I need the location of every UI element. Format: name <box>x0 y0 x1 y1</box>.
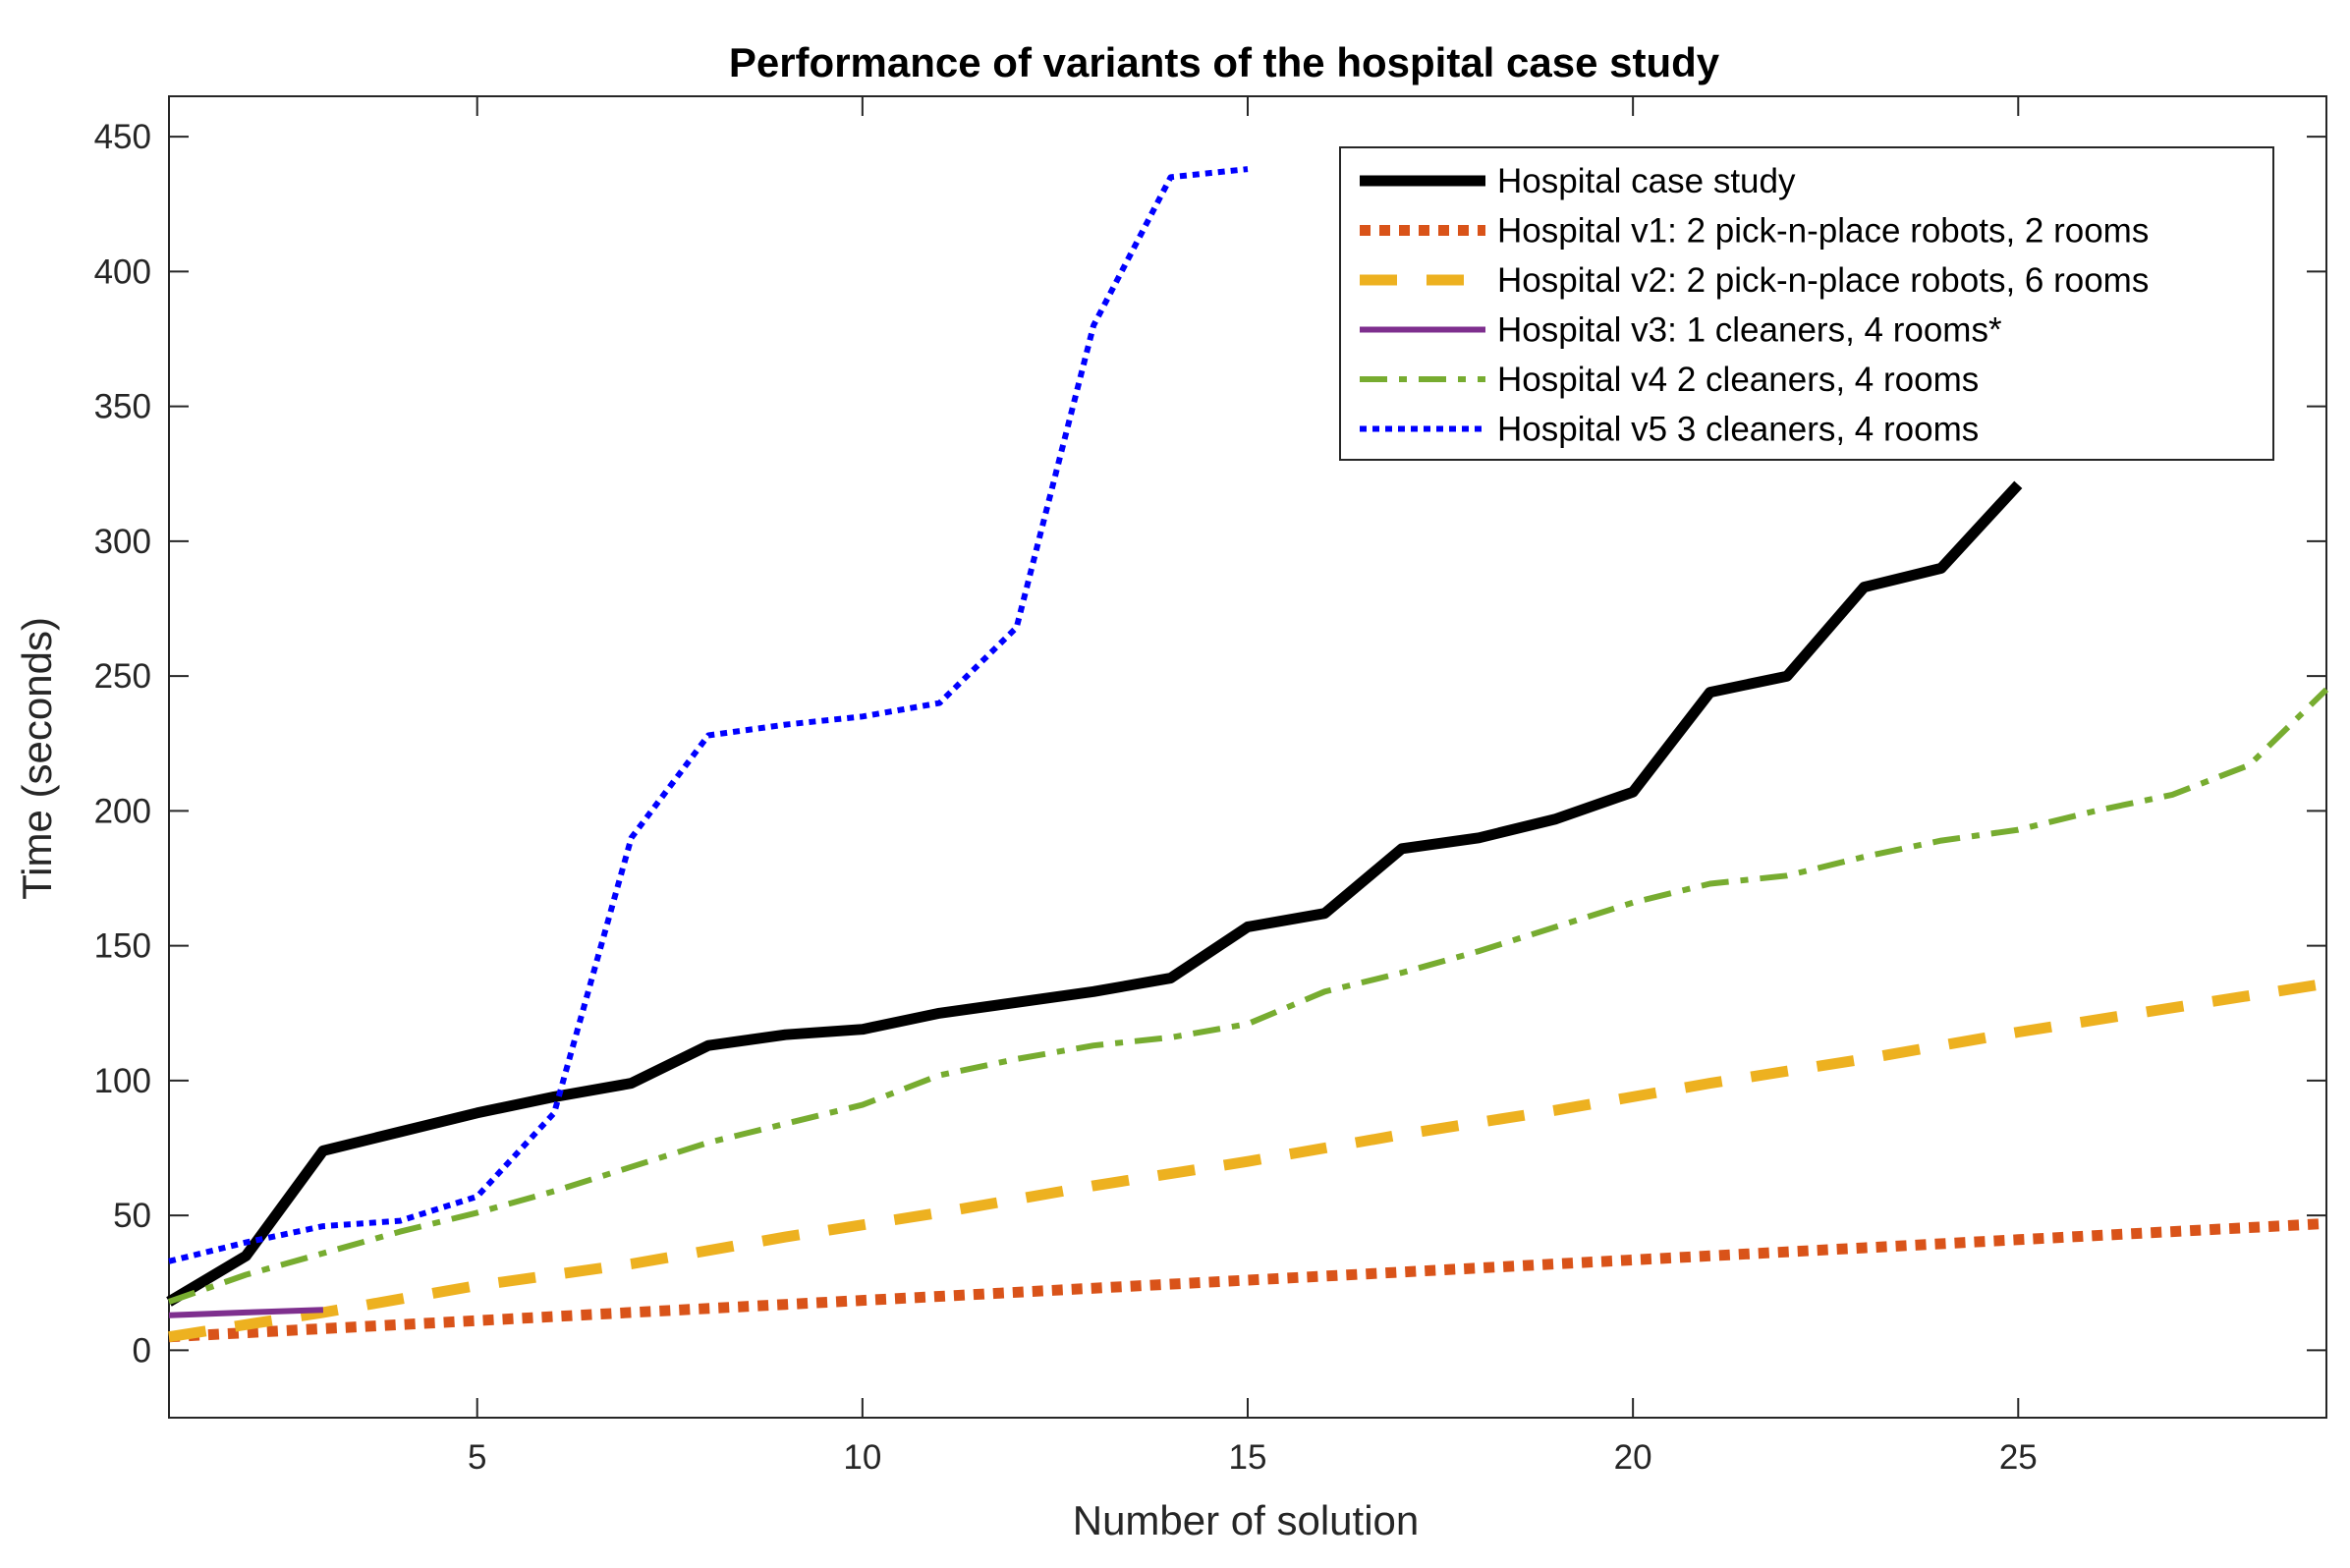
y-tick-label: 50 <box>113 1197 151 1235</box>
legend-label-6: Hospital v5 3 cleaners, 4 rooms <box>1497 411 1979 449</box>
y-tick-label: 200 <box>94 792 151 830</box>
x-axis-label: Number of solution <box>1073 1497 1420 1543</box>
legend: Hospital case study Hospital v1: 2 pick-n… <box>1339 146 2274 461</box>
series-group <box>166 166 2329 1343</box>
chart-title: Performance of variants of the hospital … <box>729 39 1720 85</box>
series-line-5 <box>168 687 2329 1305</box>
series-line-2 <box>168 1217 2327 1343</box>
y-tick-label: 350 <box>94 388 151 426</box>
x-axis: 5 10 15 20 25 <box>468 96 2038 1477</box>
y-axis-label: Time (seconds) <box>14 617 60 900</box>
series-line-4 <box>168 1307 324 1318</box>
y-tick-label: 300 <box>94 523 151 561</box>
legend-label-1: Hospital case study <box>1497 162 1796 200</box>
legend-label-5: Hospital v4 2 cleaners, 4 rooms <box>1497 361 1979 399</box>
y-axis: 0 50 100 150 200 250 300 350 400 450 <box>94 118 2326 1370</box>
y-tick-label: 250 <box>94 657 151 696</box>
legend-label-2: Hospital v1: 2 pick-n-place robots, 2 ro… <box>1497 212 2149 251</box>
series-line-1 <box>166 480 2023 1307</box>
legend-label-4: Hospital v3: 1 cleaners, 4 rooms* <box>1497 311 2002 350</box>
y-tick-label: 400 <box>94 252 151 291</box>
x-tick-label: 25 <box>1999 1438 2038 1477</box>
x-tick-label: 20 <box>1614 1438 1652 1477</box>
x-tick-label: 5 <box>468 1438 486 1477</box>
y-tick-label: 0 <box>133 1331 151 1370</box>
series-line-3 <box>168 978 2327 1343</box>
legend-label-3: Hospital v2: 2 pick-n-place robots, 6 ro… <box>1497 261 2149 300</box>
y-tick-label: 450 <box>94 118 151 156</box>
y-tick-label: 150 <box>94 927 151 966</box>
series-line-6 <box>168 166 1249 1264</box>
legend-box <box>1339 146 2274 461</box>
y-tick-label: 100 <box>94 1062 151 1100</box>
x-tick-label: 15 <box>1229 1438 1267 1477</box>
x-tick-label: 10 <box>843 1438 881 1477</box>
